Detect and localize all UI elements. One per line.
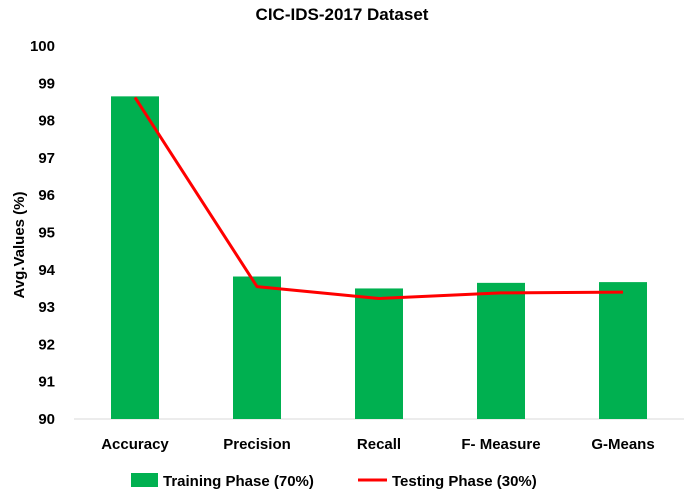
x-tick-label: Recall <box>357 436 401 453</box>
y-tick-label: 90 <box>38 411 55 428</box>
y-axis-ticks: 90 91 92 93 94 95 96 97 98 99 100 <box>30 38 56 428</box>
chart-title: CIC-IDS-2017 Dataset <box>256 5 429 24</box>
testing-phase-line <box>135 97 623 298</box>
y-tick-label: 97 <box>38 150 55 167</box>
x-tick-label: Accuracy <box>101 436 169 453</box>
legend: Training Phase (70%) Testing Phase (30%) <box>131 473 537 490</box>
y-tick-label: 95 <box>38 225 55 242</box>
y-tick-label: 99 <box>38 75 55 92</box>
bar-f-measure <box>477 283 525 419</box>
legend-label-testing: Testing Phase (30%) <box>392 473 537 490</box>
y-tick-label: 93 <box>38 299 55 316</box>
y-tick-label: 91 <box>38 374 55 391</box>
y-axis-label: Avg.Values (%) <box>11 192 28 299</box>
legend-label-training: Training Phase (70%) <box>163 473 314 490</box>
bar-accuracy <box>111 96 159 419</box>
y-tick-label: 92 <box>38 336 55 353</box>
line-series-group <box>135 97 623 298</box>
x-tick-label: Precision <box>223 436 291 453</box>
legend-swatch-training <box>131 473 158 487</box>
x-tick-label: G-Means <box>591 436 654 453</box>
bar-precision <box>233 277 281 419</box>
bar-recall <box>355 288 403 419</box>
bars-group <box>111 96 647 419</box>
x-tick-label: F- Measure <box>461 436 540 453</box>
x-axis-labels: Accuracy Precision Recall F- Measure G-Means <box>101 436 654 453</box>
y-tick-label: 94 <box>38 262 55 279</box>
y-tick-label: 98 <box>38 113 55 130</box>
y-tick-label: 100 <box>30 38 55 55</box>
bar-g-means <box>599 282 647 419</box>
y-tick-label: 96 <box>38 187 55 204</box>
